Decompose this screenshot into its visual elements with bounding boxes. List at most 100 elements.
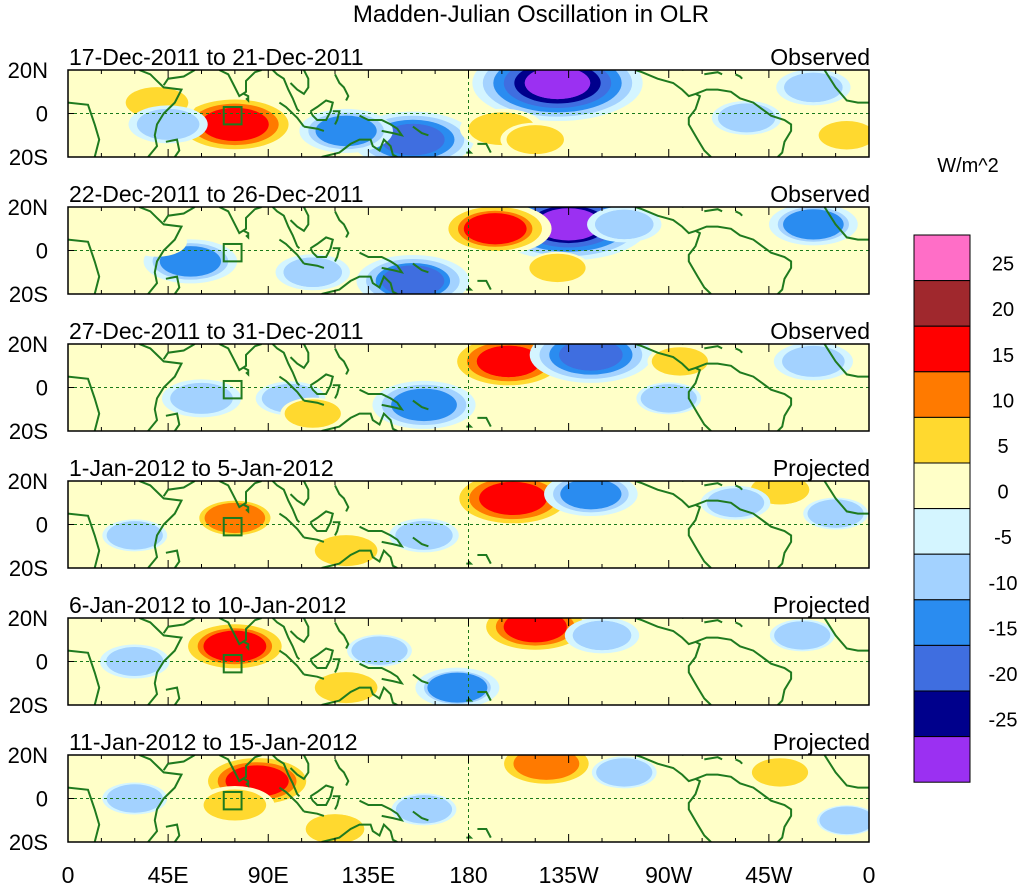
coastline [68, 786, 101, 842]
colorbar-swatch [913, 508, 971, 555]
coastline [466, 834, 474, 839]
x-tick-label: 0 [62, 862, 75, 887]
coastline [165, 138, 181, 157]
positive-anomaly [203, 630, 267, 662]
coastline [823, 481, 869, 515]
coastline [303, 125, 325, 132]
y-tick-label: 20N [8, 332, 48, 357]
panel-date-range: 6-Jan-2012 to 10-Jan-2012 [69, 592, 346, 618]
x-tick-label: 180 [449, 862, 487, 887]
coastline [165, 549, 181, 568]
coastline [695, 636, 793, 705]
coastline [278, 649, 305, 676]
colorbar-swatch [913, 416, 971, 464]
coastline [218, 207, 262, 235]
coastline [303, 536, 325, 543]
coastline [412, 673, 429, 685]
coastline [309, 373, 334, 395]
x-tick-label: 0 [863, 862, 876, 887]
panel-status: Observed [770, 44, 870, 70]
y-tick-label: 0 [36, 239, 48, 264]
coastline [218, 344, 262, 372]
panel: 20N 0 20S 22-Dec-2011 to 26-Dec-2011 Observe… [8, 181, 870, 307]
anomaly-field [68, 207, 869, 294]
positive-anomaly [529, 253, 586, 283]
coastline [359, 388, 405, 411]
reference-box [222, 790, 243, 811]
coastline [68, 238, 101, 294]
coastline [635, 207, 712, 294]
coastline [162, 618, 196, 634]
coastline [303, 673, 325, 680]
coastline [243, 641, 250, 651]
coastline [635, 344, 712, 431]
positive-anomaly [481, 482, 545, 515]
positive-anomaly [129, 227, 185, 256]
coastline [735, 347, 743, 354]
coastline [272, 70, 301, 113]
coastline [704, 208, 723, 213]
negative-anomaly [138, 109, 198, 140]
coastline [823, 344, 869, 378]
panel-status: Observed [770, 318, 870, 344]
coastline [289, 755, 310, 781]
coastline [321, 411, 398, 431]
coastline [332, 247, 341, 262]
coastline [695, 225, 793, 294]
anomaly-field [68, 70, 869, 157]
coastline [334, 73, 350, 101]
y-tick-label: 0 [36, 787, 48, 812]
coastline [695, 773, 793, 842]
coastline [332, 521, 341, 536]
panel: 20N 0 20S 6-Jan-2012 to 10-Jan-2012 Projecte… [8, 592, 870, 718]
coastline [271, 755, 301, 798]
positive-anomaly [316, 672, 376, 703]
coastline [477, 554, 492, 565]
negative-anomaly [783, 346, 843, 377]
coastline [823, 755, 869, 789]
y-tick-label: 20S [9, 145, 48, 170]
coastline [271, 481, 301, 524]
panel-date-range: 11-Jan-2012 to 15-Jan-2012 [69, 729, 358, 755]
coastline [412, 399, 429, 411]
positive-anomaly [129, 758, 185, 787]
coastline [466, 286, 474, 291]
coastline [359, 662, 405, 685]
positive-anomaly [284, 399, 341, 428]
coastline [321, 548, 398, 568]
negative-anomaly [560, 481, 622, 510]
coastline [704, 619, 723, 624]
reference-box [222, 242, 243, 263]
coastline [466, 149, 474, 154]
coastline [303, 262, 325, 269]
coastline [165, 275, 181, 294]
negative-anomaly [106, 521, 163, 550]
negative-anomaly [395, 795, 453, 824]
negative-anomaly [819, 806, 869, 835]
coastline [704, 756, 723, 761]
x-tick-label: 45E [148, 862, 189, 887]
colorbar-tick-label: -20 [989, 664, 1018, 686]
panel: 20N 0 20S 17-Dec-2011 to 21-Dec-2011 Observe… [8, 44, 870, 170]
positive-anomaly [751, 758, 809, 787]
coastline [309, 236, 334, 258]
coastline [218, 755, 262, 783]
coastline [278, 238, 305, 265]
reference-box [222, 379, 243, 400]
negative-anomaly [427, 672, 488, 703]
coastline [477, 279, 492, 291]
y-tick-label: 0 [36, 513, 48, 538]
negative-anomaly [351, 636, 408, 665]
negative-anomaly [559, 344, 623, 371]
positive-anomaly [506, 125, 564, 155]
coastline [162, 755, 196, 771]
colorbar-tick-label: -10 [989, 573, 1018, 595]
coastline [334, 347, 350, 375]
y-tick-label: 20S [9, 830, 48, 855]
positive-anomaly [316, 535, 376, 566]
coastline [243, 504, 250, 514]
coastline [334, 210, 350, 238]
colorbar-tick-label: 10 [992, 390, 1014, 412]
negative-anomaly [595, 209, 654, 240]
